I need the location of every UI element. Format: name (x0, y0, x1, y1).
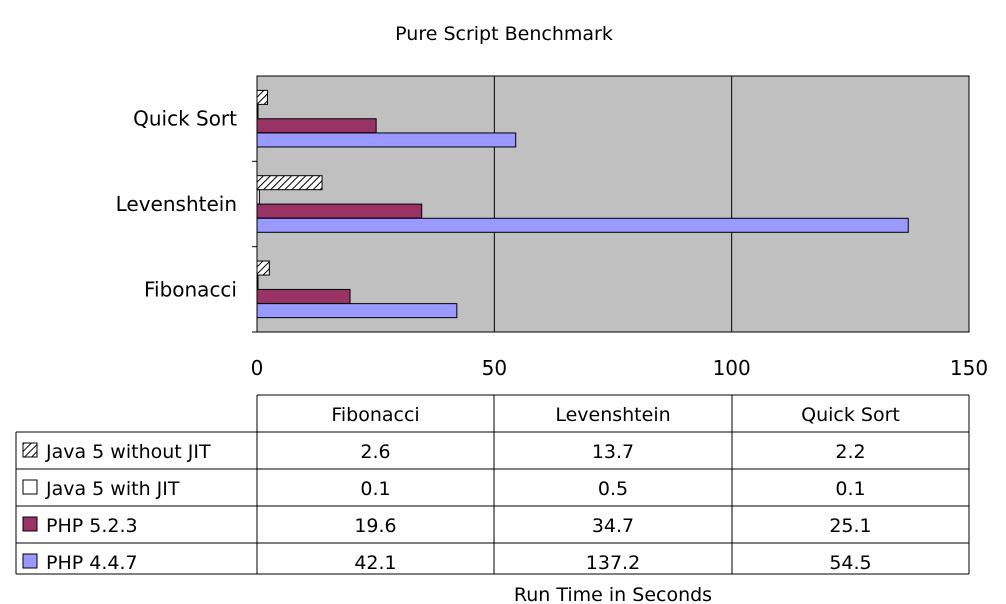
table-value-cell: 0.1 (360, 478, 390, 500)
bar-php-4-4-7 (256, 132, 517, 148)
table-value-cell: 19.6 (354, 515, 396, 537)
bar-php-5-2-3 (256, 203, 423, 219)
bar-php-4-4-7 (256, 303, 458, 319)
x-tick-labels: 0 50 100 150 (251, 356, 988, 380)
table-value-cell: 137.2 (586, 552, 640, 574)
chart-title: Pure Script Benchmark (395, 23, 613, 45)
x-tick-label: 0 (251, 356, 264, 380)
legend-swatch (22, 553, 38, 569)
legend-series-name: PHP 5.2.3 (46, 515, 138, 537)
table-value-cell: 2.2 (835, 441, 865, 463)
x-tick-label: 100 (713, 356, 751, 380)
table-value-cell: 54.5 (829, 552, 871, 574)
bar-java-5-without-jit (256, 89, 268, 105)
table-value-cell: 42.1 (354, 552, 396, 574)
x-tick-label: 50 (482, 356, 507, 380)
bar-php-4-4-7 (256, 217, 909, 233)
category-label: Fibonacci (144, 277, 237, 301)
legend-series-name: Java 5 without JIT (45, 441, 211, 463)
legend-swatch (22, 479, 38, 495)
bar-java-5-without-jit (256, 260, 270, 276)
table-value-cell: 0.5 (598, 478, 628, 500)
bar-java-5-with-jit (256, 189, 260, 205)
bars (256, 89, 909, 319)
table-value-cell: 2.6 (360, 441, 390, 463)
data-table: Fibonacci Levenshtein Quick Sort Java 5 wit… (15, 394, 970, 575)
gridlines (493, 76, 733, 332)
legend-series-name: Java 5 with JIT (45, 478, 180, 500)
category-label: Levenshtein (116, 192, 237, 216)
bar-java-5-with-jit (256, 274, 259, 290)
table-header-cell: Levenshtein (555, 404, 670, 426)
legend-swatch (22, 442, 38, 458)
legend-series-name: PHP 4.4.7 (46, 552, 138, 574)
table-header-cell: Fibonacci (331, 404, 419, 426)
x-tick-label: 150 (950, 356, 988, 380)
category-label: Quick Sort (133, 107, 237, 131)
category-labels: Fibonacci Levenshtein Quick Sort (116, 107, 257, 333)
table-header-cell: Quick Sort (801, 404, 900, 426)
x-axis-label: Run Time in Seconds (514, 584, 712, 604)
bar-java-5-without-jit (256, 175, 323, 191)
bar-java-5-with-jit (256, 104, 259, 120)
table-value-cell: 13.7 (592, 441, 634, 463)
table-value-cell: 25.1 (829, 515, 871, 537)
legend-swatch (22, 516, 38, 532)
bar-php-5-2-3 (256, 288, 351, 304)
bar-php-5-2-3 (256, 118, 377, 134)
table-value-cell: 0.1 (835, 478, 865, 500)
table-value-cell: 34.7 (592, 515, 634, 537)
